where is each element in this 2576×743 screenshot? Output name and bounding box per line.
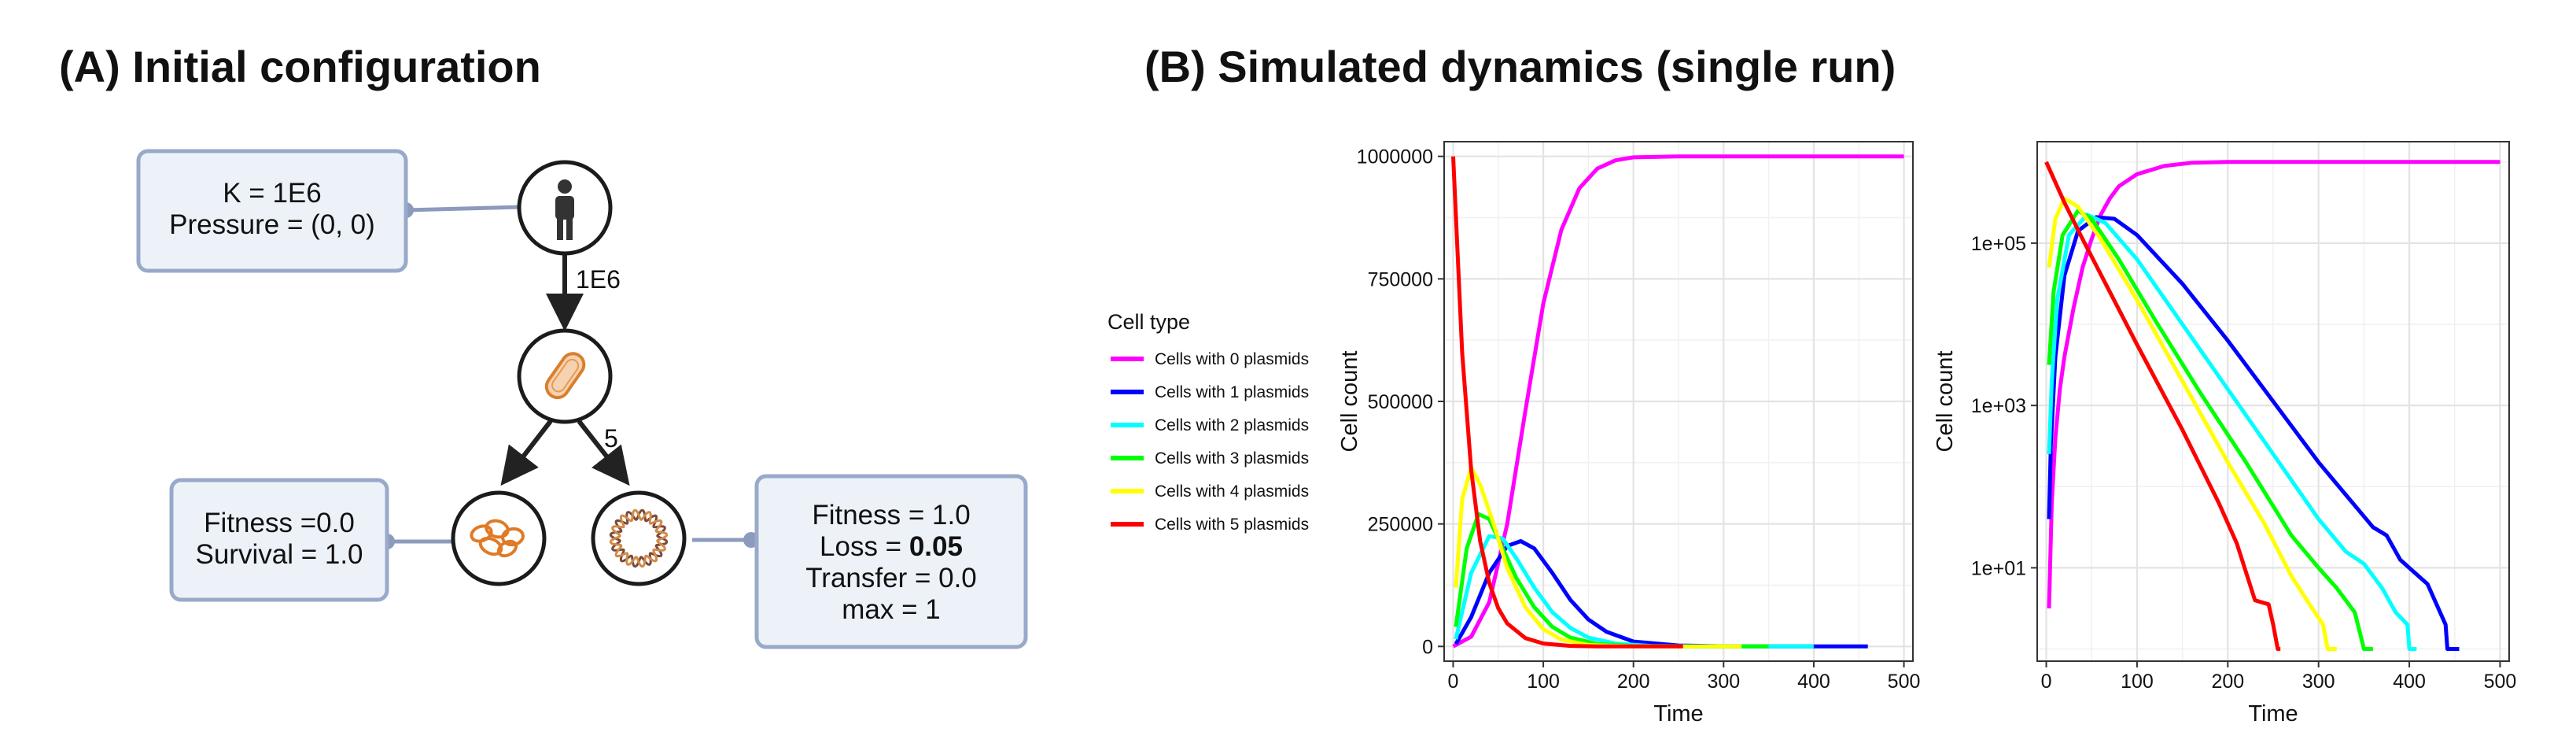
x-tick-label: 100 bbox=[1527, 671, 1560, 693]
x-axis-label: Time bbox=[1653, 701, 1703, 726]
env-k-text: K = 1E6 bbox=[223, 178, 322, 209]
x-tick-label: 0 bbox=[2041, 671, 2052, 693]
x-tick-label: 300 bbox=[2302, 671, 2335, 693]
series-line bbox=[2047, 196, 2337, 651]
x-axis-label: Time bbox=[2248, 701, 2298, 726]
person-icon bbox=[517, 160, 613, 256]
plasmid-ring-icon bbox=[591, 490, 687, 586]
legend: Cell type Cells with 0 plasmids Cells wit… bbox=[1107, 310, 1309, 534]
series-line bbox=[1454, 512, 1769, 649]
x-tick-label: 200 bbox=[1617, 671, 1650, 693]
right-transfer-text: Transfer = 0.0 bbox=[805, 563, 977, 593]
legend-label: Cells with 3 plasmids bbox=[1155, 449, 1309, 468]
x-tick-label: 400 bbox=[1797, 671, 1830, 693]
series-line bbox=[1451, 156, 1683, 649]
series-line bbox=[2047, 213, 2417, 651]
left-plasmid-box: Fitness =0.0 Survival = 1.0 bbox=[169, 478, 389, 602]
bacterium-icon bbox=[517, 328, 613, 424]
chart-linear: 0 100 200 300 400 500 0 250000 500000 750000 10000… bbox=[1337, 141, 1921, 726]
right-loss-text: Loss = 0.05 bbox=[820, 531, 963, 562]
series-line bbox=[2047, 209, 2373, 651]
split-edge-label: 5 bbox=[604, 424, 618, 453]
y-tick-label: 0 bbox=[1422, 636, 1433, 658]
panel-a-title: (A) Initial configuration bbox=[59, 42, 541, 91]
right-fitness-text: Fitness = 1.0 bbox=[812, 500, 970, 530]
env-pressure-text: Pressure = (0, 0) bbox=[169, 209, 375, 240]
chart-log: 0 100 200 300 400 500 1e+01 1e+03 1e+05 Time Cell … bbox=[1933, 141, 2517, 726]
legend-label: Cells with 4 plasmids bbox=[1155, 482, 1309, 501]
legend-label: Cells with 1 plasmids bbox=[1155, 383, 1309, 401]
y-tick-label: 500000 bbox=[1368, 391, 1433, 413]
x-tick-label: 0 bbox=[1448, 671, 1459, 693]
panel-b-title: (B) Simulated dynamics (single run) bbox=[1144, 42, 1896, 91]
y-tick-label: 750000 bbox=[1368, 268, 1433, 290]
x-tick-label: 500 bbox=[2484, 671, 2517, 693]
series-line bbox=[1454, 534, 1814, 649]
legend-label: Cells with 0 plasmids bbox=[1155, 350, 1309, 368]
y-tick-label: 1e+03 bbox=[1971, 395, 2026, 417]
left-fitness-text: Fitness =0.0 bbox=[204, 508, 355, 538]
x-tick-label: 300 bbox=[1707, 671, 1740, 693]
legend-label: Cells with 5 plasmids bbox=[1155, 516, 1309, 534]
y-tick-label: 1000000 bbox=[1357, 146, 1433, 168]
environment-box: K = 1E6 Pressure = (0, 0) bbox=[136, 149, 408, 273]
y-axis-label: Cell count bbox=[1933, 351, 1958, 453]
series-line bbox=[2044, 161, 2281, 651]
series-line bbox=[2047, 215, 2460, 651]
plot-frame bbox=[2036, 141, 2510, 662]
host-edge-label: 1E6 bbox=[576, 265, 621, 294]
x-tick-label: 500 bbox=[1888, 671, 1921, 693]
x-tick-label: 400 bbox=[2393, 671, 2426, 693]
legend-label: Cells with 2 plasmids bbox=[1155, 416, 1309, 434]
y-tick-label: 1e+05 bbox=[1971, 233, 2026, 255]
right-max-text: max = 1 bbox=[842, 594, 940, 625]
y-tick-label: 250000 bbox=[1368, 514, 1433, 536]
plasmid-cluster-icon bbox=[451, 490, 547, 586]
right-plasmid-box: Fitness = 1.0 Loss = 0.05 Transfer = 0.0… bbox=[754, 474, 1028, 649]
bacterium-to-left-arrow bbox=[500, 420, 553, 486]
x-tick-label: 200 bbox=[2211, 671, 2244, 693]
left-survival-text: Survival = 1.0 bbox=[195, 539, 363, 570]
legend-title: Cell type bbox=[1107, 310, 1190, 334]
series-line bbox=[1452, 154, 1904, 649]
y-axis-label: Cell count bbox=[1337, 351, 1362, 453]
env-connector bbox=[405, 205, 521, 213]
bacterium-to-right-arrow bbox=[577, 420, 630, 486]
y-tick-label: 1e+01 bbox=[1971, 557, 2026, 579]
x-tick-label: 100 bbox=[2121, 671, 2154, 693]
